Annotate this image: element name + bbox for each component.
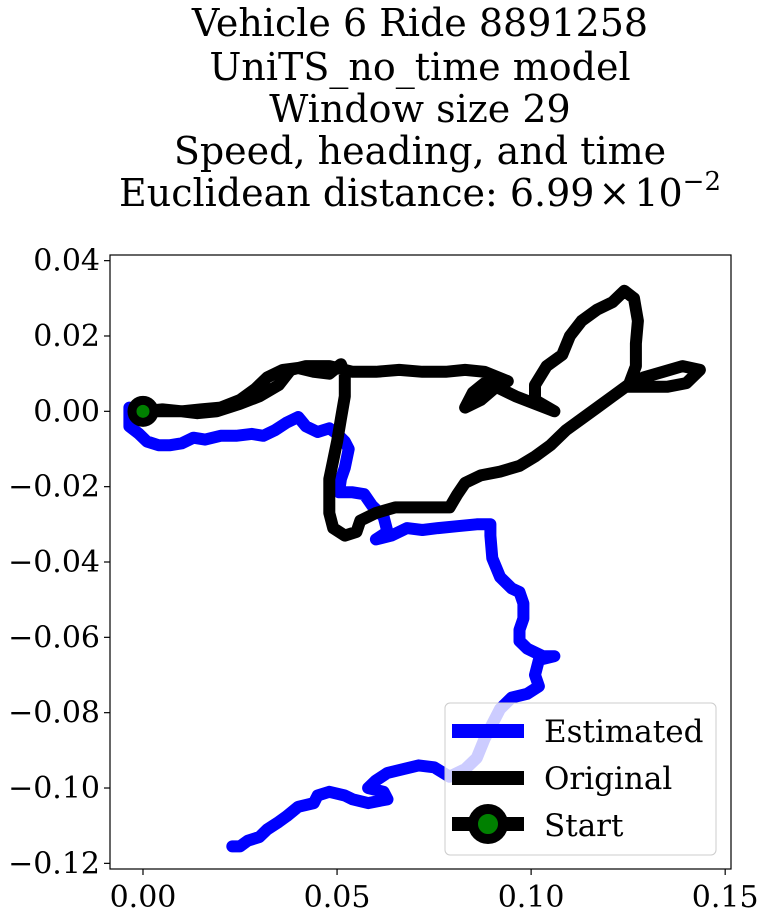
y-tick-label: 0.04 bbox=[33, 244, 100, 279]
y-tick-label: −0.02 bbox=[8, 470, 100, 505]
y-tick-label: −0.12 bbox=[8, 846, 100, 881]
y-tick-label: −0.10 bbox=[8, 771, 100, 806]
start-marker bbox=[127, 395, 159, 427]
ticks-layer: 0.00 0.05 0.10 0.15 0.04 0.02 0.00 −0.02 −0.04 −0… bbox=[8, 244, 759, 915]
chart-title: Vehicle 6 Ride 8891258 UniTS_no_time mod… bbox=[119, 1, 721, 215]
y-tick-label: 0.02 bbox=[33, 319, 100, 354]
y-tick-label: 0.00 bbox=[33, 394, 100, 429]
legend-label-start: Start bbox=[544, 808, 624, 844]
title-line-distance: Euclidean distance: 6.99 × 10−2 bbox=[119, 167, 721, 215]
title-line: Vehicle 6 Ride 8891258 bbox=[191, 1, 648, 45]
legend: Estimated Original Start bbox=[444, 702, 717, 856]
x-tick-label: 0.00 bbox=[110, 880, 177, 915]
y-tick-label: −0.08 bbox=[8, 696, 100, 731]
title-line: Window size 29 bbox=[269, 87, 570, 131]
y-tick-label: −0.06 bbox=[8, 620, 100, 655]
series-line-estimated bbox=[123, 401, 561, 853]
plot-area: 0.00 0.05 0.10 0.15 0.04 0.02 0.00 −0.02 −0.04 −0… bbox=[8, 244, 759, 915]
legend-label-original: Original bbox=[544, 761, 672, 797]
title-distance-prefix: Euclidean distance: bbox=[119, 171, 510, 215]
x-tick-label: 0.10 bbox=[498, 880, 565, 915]
x-tick-label: 0.05 bbox=[304, 880, 371, 915]
legend-label-estimated: Estimated bbox=[544, 714, 703, 750]
title-line: Speed, heading, and time bbox=[174, 129, 666, 173]
title-distance-base: 10 bbox=[634, 171, 682, 215]
title-distance-exponent: −2 bbox=[683, 167, 721, 197]
y-tick-label: −0.04 bbox=[8, 545, 100, 580]
series-layer bbox=[123, 284, 706, 853]
title-distance-mantissa: 6.99 bbox=[510, 171, 595, 215]
series-line-original bbox=[137, 284, 706, 542]
title-line: UniTS_no_time model bbox=[209, 45, 630, 90]
title-distance-times: × bbox=[598, 171, 630, 215]
x-tick-label: 0.15 bbox=[692, 880, 759, 915]
legend-swatch-start-marker bbox=[468, 804, 508, 844]
